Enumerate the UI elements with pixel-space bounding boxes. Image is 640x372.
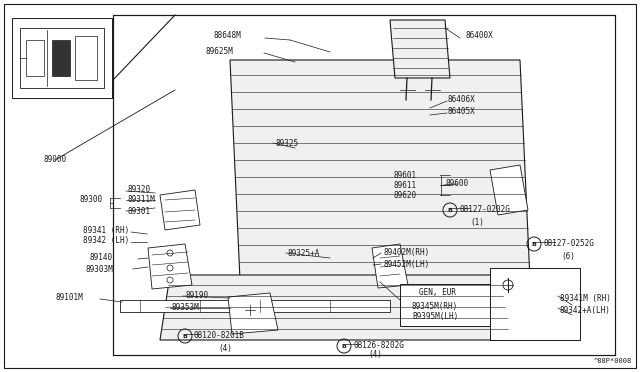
Polygon shape: [113, 15, 615, 355]
Text: 89325+A: 89325+A: [288, 248, 321, 257]
Polygon shape: [120, 300, 390, 312]
Text: 86406X: 86406X: [448, 96, 476, 105]
Text: 89140: 89140: [90, 253, 113, 263]
Text: B: B: [532, 241, 536, 247]
Text: 08127-0252G: 08127-0252G: [543, 240, 594, 248]
Text: B9395M(LH): B9395M(LH): [412, 312, 458, 321]
Text: 88648M: 88648M: [213, 32, 241, 41]
Polygon shape: [160, 190, 200, 230]
Text: 89000: 89000: [43, 155, 66, 164]
Text: B: B: [342, 343, 346, 349]
Bar: [12, 18, 112, 98]
Bar: [490, 268, 580, 340]
Polygon shape: [390, 20, 450, 78]
Text: 08127-0202G: 08127-0202G: [459, 205, 510, 215]
Polygon shape: [20, 28, 104, 88]
Text: 89325: 89325: [275, 138, 298, 148]
Text: 08120-8201B: 08120-8201B: [194, 331, 245, 340]
Polygon shape: [498, 278, 572, 332]
Bar: [400, 284, 510, 326]
Bar: [26, 40, 44, 76]
Polygon shape: [230, 60, 530, 280]
Text: 89341M (RH): 89341M (RH): [560, 294, 611, 302]
Text: 89620: 89620: [394, 190, 417, 199]
Text: GEN, EUR: GEN, EUR: [419, 289, 456, 298]
Bar: [52, 40, 70, 76]
Text: 89452M(LH): 89452M(LH): [383, 260, 429, 269]
Text: 89311M: 89311M: [128, 196, 156, 205]
Text: 89300: 89300: [80, 196, 103, 205]
Text: 89402M(RH): 89402M(RH): [383, 248, 429, 257]
Text: 89342+A(LH): 89342+A(LH): [560, 305, 611, 314]
Text: ^88P*0008: ^88P*0008: [594, 358, 632, 364]
Polygon shape: [408, 292, 436, 320]
Text: 89601: 89601: [394, 170, 417, 180]
Text: 86400X: 86400X: [465, 32, 493, 41]
Text: 89600: 89600: [446, 180, 469, 189]
Text: 86405X: 86405X: [448, 108, 476, 116]
Text: 89101M: 89101M: [55, 294, 83, 302]
Text: 89611: 89611: [394, 180, 417, 189]
Text: 89625M: 89625M: [206, 48, 234, 57]
Text: 89303M: 89303M: [85, 264, 113, 273]
Text: 89190: 89190: [185, 291, 208, 299]
Text: 89345M(RH): 89345M(RH): [412, 301, 458, 311]
Polygon shape: [148, 244, 192, 289]
Text: (1): (1): [470, 218, 484, 227]
Text: 89320: 89320: [128, 186, 151, 195]
Text: 89301: 89301: [128, 206, 151, 215]
Text: B: B: [447, 208, 452, 212]
Polygon shape: [490, 165, 528, 215]
Text: 89353M: 89353M: [172, 302, 200, 311]
Polygon shape: [160, 275, 510, 340]
Text: 08126-8202G: 08126-8202G: [353, 341, 404, 350]
Text: 89341 (RH): 89341 (RH): [83, 225, 129, 234]
Bar: [75, 36, 97, 80]
Polygon shape: [228, 293, 278, 334]
Text: B: B: [182, 334, 188, 339]
Text: (4): (4): [368, 350, 382, 359]
Text: (6): (6): [561, 251, 575, 260]
Text: (4): (4): [218, 344, 232, 353]
Polygon shape: [372, 244, 408, 288]
Text: 89342 (LH): 89342 (LH): [83, 237, 129, 246]
